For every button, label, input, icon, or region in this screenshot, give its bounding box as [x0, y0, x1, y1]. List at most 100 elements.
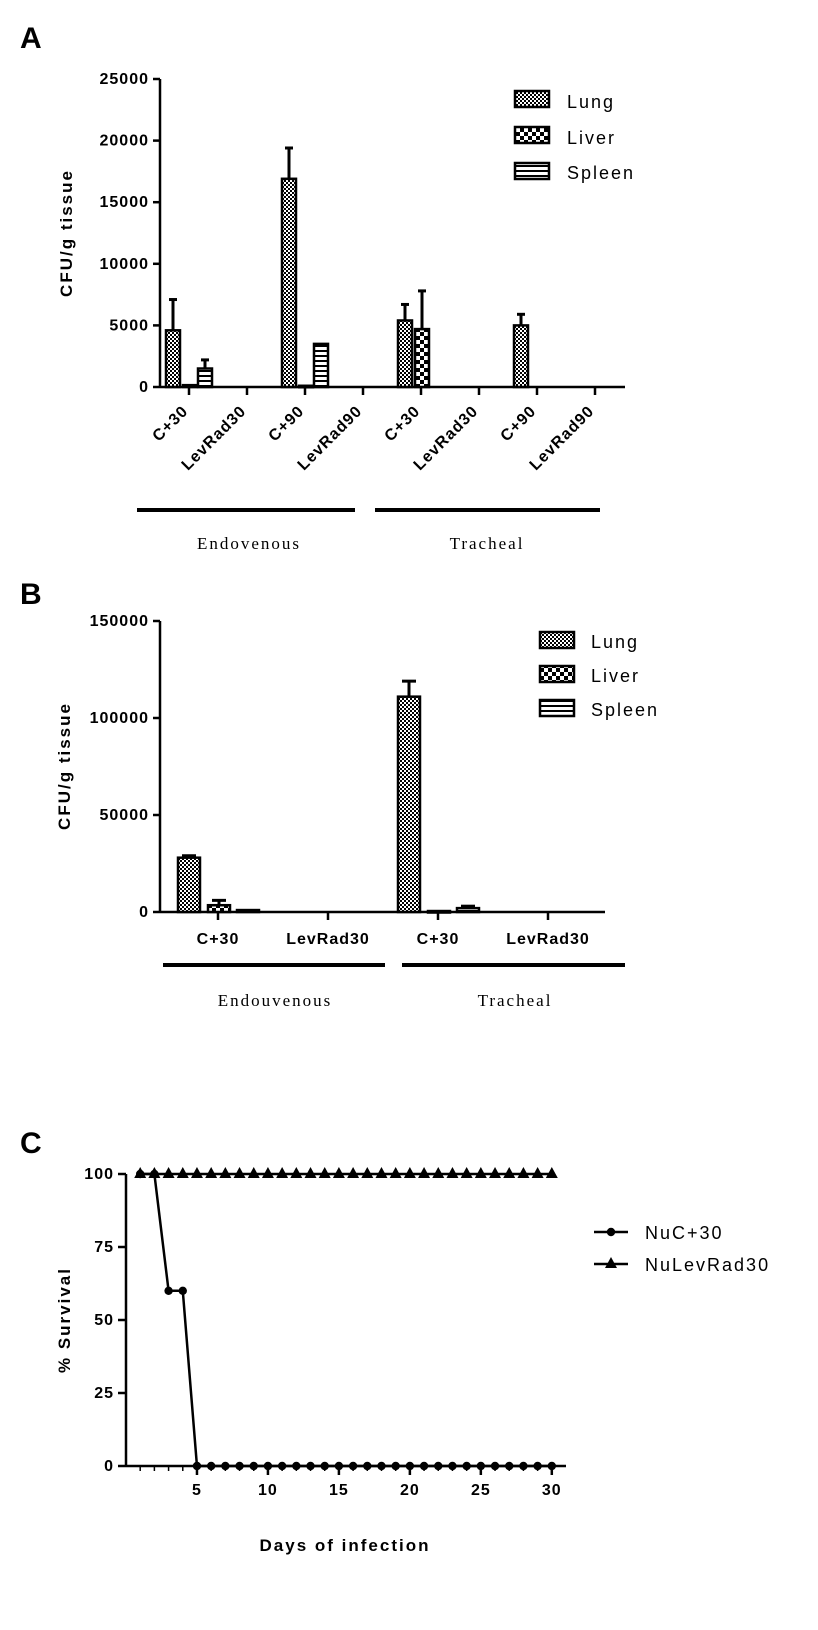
- panel-b-y-tick-label: 150000: [90, 613, 149, 630]
- panel-c-x-tick-label: 15: [329, 1482, 349, 1499]
- panel-c-point-nulevrad30: [403, 1167, 416, 1178]
- panel-a-legend-label-spleen: Spleen: [567, 163, 635, 183]
- panel-b-bar-lung: [396, 695, 422, 914]
- panel-c-point-nulevrad30: [176, 1167, 189, 1178]
- panel-a-legend-swatch-spleen: [513, 161, 551, 181]
- panel-b-bar-liver: [426, 909, 452, 914]
- panel-c-point-nulevrad30: [219, 1167, 232, 1178]
- panel-c-point-nuc30: [221, 1461, 230, 1471]
- panel-a-y-tick-label: 0: [139, 379, 149, 396]
- panel-c-legend-marker-nuc30: [606, 1227, 616, 1237]
- panel-c-point-nulevrad30: [489, 1167, 502, 1178]
- panel-b-legend-label-spleen: Spleen: [591, 700, 659, 720]
- panel-c-point-nulevrad30: [347, 1167, 360, 1178]
- panel-c-point-nulevrad30: [134, 1167, 147, 1178]
- panel-b-bar-spleen: [455, 906, 481, 914]
- panel-c-y-tick-label: 50: [94, 1312, 114, 1329]
- panel-c-point-nuc30: [391, 1461, 400, 1471]
- panel-c-point-nulevrad30: [418, 1167, 431, 1178]
- panel-a-y-tick-label: 15000: [100, 194, 150, 211]
- panel-c-legend-label-nuc30: NuC+30: [645, 1223, 724, 1243]
- panel-c-point-nulevrad30: [233, 1167, 246, 1178]
- panel-a-y-tick-label: 25000: [100, 71, 150, 88]
- panel-a-legend-swatch-liver: [513, 125, 551, 145]
- panel-c-point-nulevrad30: [361, 1167, 374, 1178]
- panel-c-point-nulevrad30: [247, 1167, 260, 1178]
- panel-c-point-nulevrad30: [276, 1167, 289, 1178]
- panel-c-point-nulevrad30: [304, 1167, 317, 1178]
- panel-b-x-tick-label: LevRad30: [506, 931, 590, 948]
- panel-c-x-axis-title: Days of infection: [260, 1536, 431, 1555]
- panel-a-legend-label-liver: Liver: [567, 128, 616, 148]
- panel-a-bar-lung: [164, 329, 182, 389]
- panel-a-y-tick-label: 5000: [109, 317, 149, 334]
- panel-a-bar-lung: [512, 324, 530, 389]
- panel-c-point-nuc30: [419, 1461, 429, 1471]
- panel-a-x-tick-label: C+30: [150, 403, 192, 445]
- panel-b-bar-liver: [206, 903, 232, 914]
- panel-c-point-nuc30: [405, 1461, 415, 1471]
- panel-b-bar-lung: [176, 856, 202, 914]
- panel-c-point-nuc30: [434, 1461, 443, 1471]
- panel-a-bar-lung: [280, 177, 298, 389]
- panel-a-x-tick-label: C+90: [498, 403, 540, 445]
- panel-c-point-nuc30: [178, 1286, 187, 1296]
- panel-c-point-nuc30: [533, 1461, 542, 1471]
- panel-b-group-label-tracheal: Tracheal: [478, 991, 553, 1010]
- panel-b-y-tick-label: 0: [139, 904, 149, 921]
- panel-c-point-nuc30: [348, 1461, 358, 1471]
- panel-c-point-nuc30: [277, 1461, 287, 1471]
- panel-c-point-nuc30: [377, 1461, 386, 1471]
- panel-b-y-axis-title: CFU/g tissue: [55, 702, 74, 830]
- panel-c-point-nuc30: [448, 1461, 457, 1471]
- panel-c-point-nuc30: [476, 1461, 486, 1471]
- panel-c-point-nuc30: [249, 1461, 258, 1471]
- panel-a-bar-liver: [413, 327, 431, 389]
- panel-b-bar-spleen: [235, 908, 261, 914]
- panel-label-b: B: [20, 578, 42, 611]
- panel-b-y-tick-label: 100000: [90, 710, 149, 727]
- panel-c-line-nuc30: [140, 1172, 552, 1468]
- panel-c-y-axis-title: % Survival: [55, 1267, 74, 1373]
- panel-label-c: C: [20, 1127, 42, 1160]
- panel-c-legend-label-nulevrad30: NuLevRad30: [645, 1255, 770, 1275]
- panel-b-legend-label-liver: Liver: [591, 666, 640, 686]
- panel-a-legend-label-lung: Lung: [567, 92, 615, 112]
- panel-b-legend-swatch-lung: [538, 630, 576, 650]
- panel-c-point-nulevrad30: [375, 1167, 388, 1178]
- panel-a-legend-swatch-lung: [513, 89, 551, 109]
- panel-a-bar-liver: [181, 383, 199, 389]
- panel-c-point-nuc30: [235, 1461, 244, 1471]
- panel-c-x-tick-label: 10: [258, 1482, 278, 1499]
- panel-c-point-nuc30: [206, 1461, 216, 1471]
- panel-c-x-tick-label: 5: [192, 1482, 202, 1499]
- panel-c-point-nulevrad30: [432, 1167, 445, 1178]
- panel-c-point-nulevrad30: [318, 1167, 331, 1178]
- panel-c-point-nuc30: [192, 1461, 202, 1471]
- panel-c-point-nuc30: [505, 1461, 514, 1471]
- panel-c-y-tick-label: 0: [104, 1458, 114, 1475]
- panel-b-legend-swatch-spleen: [538, 698, 576, 718]
- panel-a-y-tick-label: 20000: [100, 133, 150, 150]
- panel-c-point-nuc30: [547, 1461, 557, 1471]
- panel-c-point-nuc30: [490, 1461, 500, 1471]
- panel-c-point-nuc30: [334, 1461, 344, 1471]
- panel-a-group-label-endovenous: Endovenous: [197, 534, 301, 553]
- panel-c-point-nulevrad30: [446, 1167, 459, 1178]
- panel-c-point-nulevrad30: [389, 1167, 402, 1178]
- panel-c-point-nulevrad30: [545, 1167, 558, 1178]
- panel-c-x-tick-label: 20: [400, 1482, 420, 1499]
- panel-c-point-nulevrad30: [474, 1167, 487, 1178]
- panel-b-x-tick-label: C+30: [417, 931, 460, 948]
- panel-c-y-tick-label: 75: [94, 1239, 114, 1256]
- panel-b-group-label-endouvenous: Endouvenous: [218, 991, 333, 1010]
- panel-c-x-tick-label: 25: [471, 1482, 491, 1499]
- panel-b-x-tick-label: LevRad30: [286, 931, 370, 948]
- panel-c-point-nuc30: [519, 1461, 528, 1471]
- panel-c-y-tick-label: 100: [84, 1166, 114, 1183]
- panel-a-x-tick-label: C+30: [382, 403, 424, 445]
- panel-c-legend-marker-nulevrad30: [605, 1257, 617, 1268]
- chart-marks: 0500010000150002000025000050000100000150…: [84, 71, 628, 1499]
- panel-c-x-tick-label: 30: [542, 1482, 562, 1499]
